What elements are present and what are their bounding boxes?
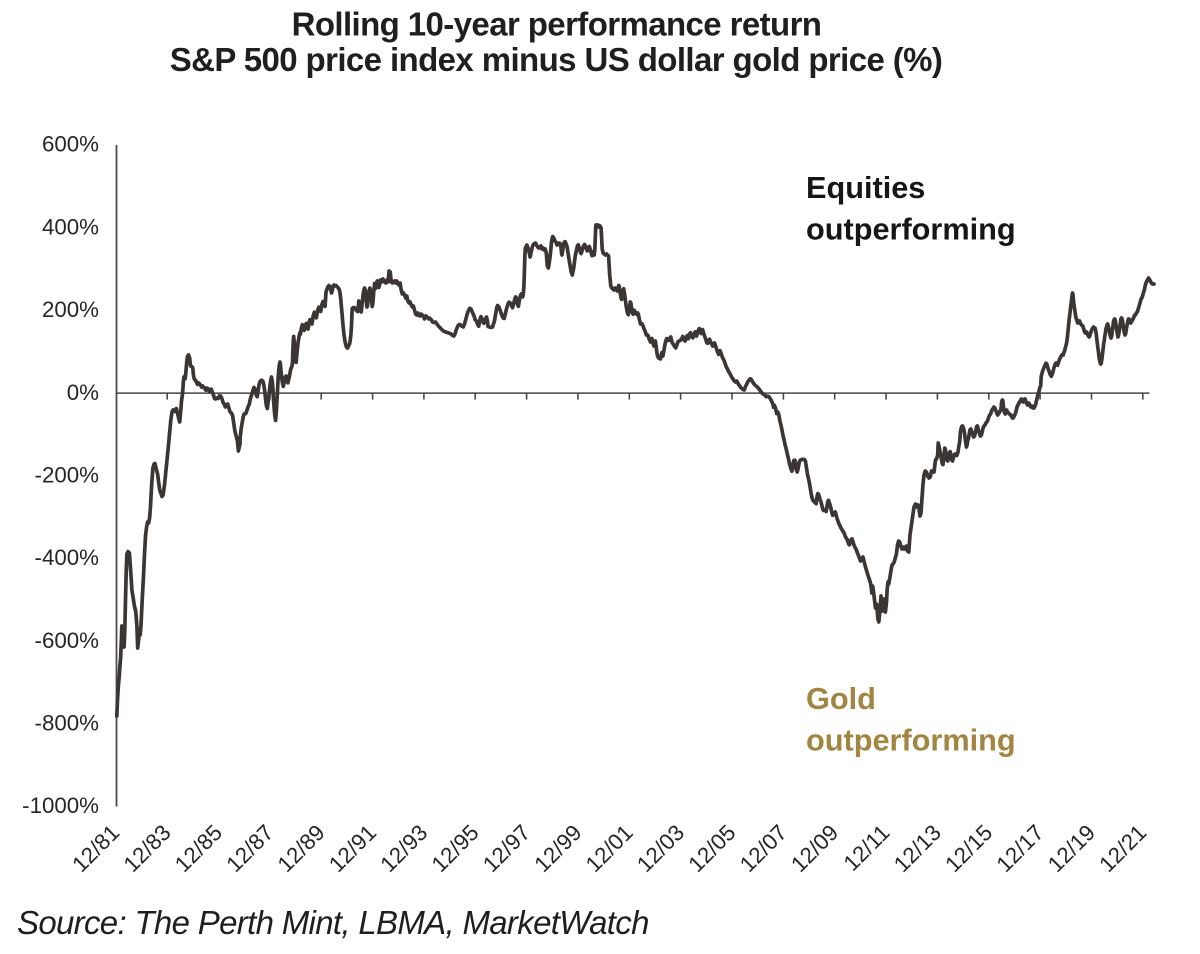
svg-text:Rolling 10-year performance re: Rolling 10-year performance return [292,6,822,43]
svg-text:600%: 600% [42,132,99,157]
svg-text:-600%: -600% [35,628,100,653]
svg-text:Gold: Gold [806,681,876,716]
svg-text:outperforming: outperforming [806,723,1016,758]
svg-text:0%: 0% [67,380,99,405]
svg-text:-400%: -400% [35,545,100,570]
svg-text:400%: 400% [42,214,99,239]
svg-text:Source: The Perth Mint, LBMA,: Source: The Perth Mint, LBMA, MarketWatc… [17,904,649,941]
svg-text:outperforming: outperforming [806,212,1016,247]
svg-text:200%: 200% [42,297,99,322]
svg-text:-800%: -800% [35,711,100,736]
svg-text:Equities: Equities [806,170,925,205]
svg-text:S&P 500 price index minus US d: S&P 500 price index minus US dollar gold… [170,41,943,78]
svg-text:-200%: -200% [35,462,100,487]
svg-text:-1000%: -1000% [22,793,99,818]
